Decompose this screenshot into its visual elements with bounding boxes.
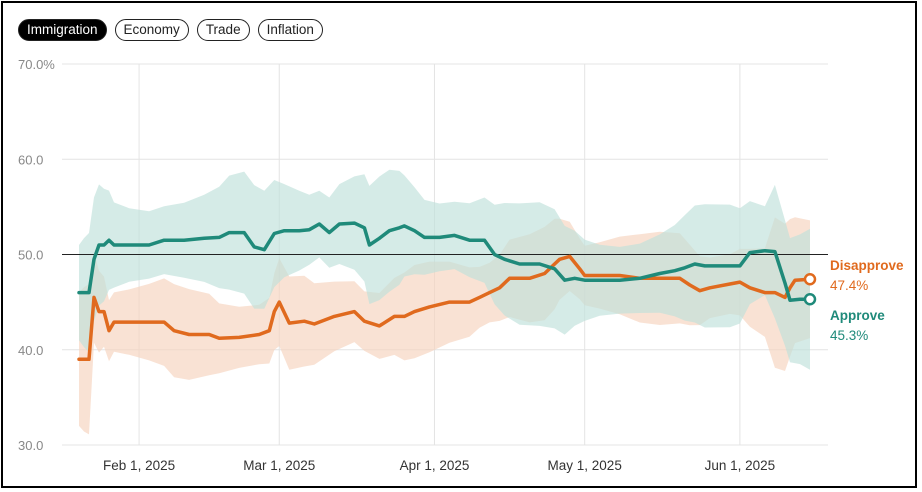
approve-line	[77, 221, 812, 302]
x-tick-label: Apr 1, 2025	[400, 458, 470, 473]
x-tick-label: Mar 1, 2025	[243, 458, 315, 473]
approve-series-label: Approve	[830, 308, 885, 323]
disapprove-end-marker	[803, 273, 817, 286]
approve-value-label: 45.3%	[830, 328, 868, 343]
y-tick-label: 30.0	[18, 438, 43, 453]
topic-tabs: Immigration Economy Trade Inflation	[18, 19, 323, 41]
y-tick-label: 40.0	[18, 343, 43, 358]
disapprove-line	[77, 254, 812, 362]
x-tick-label: Jun 1, 2025	[705, 458, 776, 473]
tab-trade[interactable]: Trade	[196, 19, 250, 41]
tab-economy[interactable]: Economy	[114, 19, 189, 41]
y-tick-label: 70.0%	[18, 57, 55, 72]
tab-immigration[interactable]: Immigration	[18, 19, 107, 41]
approve-end-marker	[803, 293, 817, 306]
y-tick-label: 60.0	[18, 152, 43, 167]
x-tick-label: Feb 1, 2025	[103, 458, 175, 473]
approve-band	[79, 169, 810, 370]
disapprove-series-label: Disapprove	[830, 258, 904, 273]
y-tick-label: 50.0	[18, 248, 43, 263]
x-tick-label: May 1, 2025	[548, 458, 622, 473]
disapprove-value-label: 47.4%	[830, 278, 868, 293]
tab-inflation[interactable]: Inflation	[257, 19, 323, 41]
